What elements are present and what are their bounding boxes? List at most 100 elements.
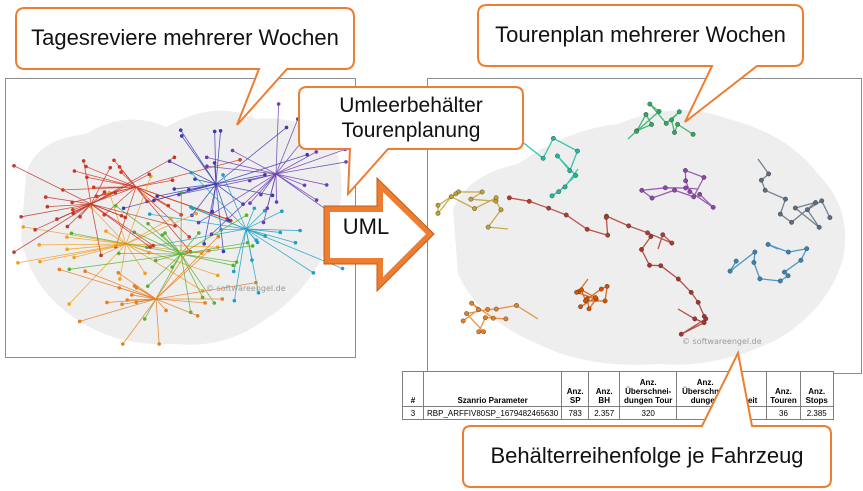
route-line (275, 149, 346, 175)
route-line (39, 243, 127, 263)
container-stop (827, 215, 833, 220)
container-stop (751, 260, 757, 265)
stop-point (146, 221, 150, 226)
stop-point (276, 102, 281, 106)
route-line (245, 228, 253, 261)
route-line (125, 213, 197, 245)
stop-point (221, 249, 226, 254)
stop-point (19, 215, 23, 219)
container-stop (639, 247, 644, 252)
table-header-row: # Szanrio Parameter Anz. SP Anz. BH Anz.… (402, 371, 834, 407)
stop-point (293, 240, 298, 245)
stop-point (256, 290, 261, 295)
route-line (144, 253, 182, 320)
container-stop (676, 109, 682, 115)
route-line (190, 206, 247, 230)
stop-point (215, 273, 220, 278)
container-stop (472, 206, 477, 212)
container-stop (493, 195, 499, 201)
stop-point (245, 240, 250, 245)
route-line (155, 282, 257, 300)
route-line (47, 203, 92, 208)
stop-point (113, 190, 118, 195)
stop-point (119, 170, 123, 174)
route-line (123, 183, 217, 209)
stop-point (125, 298, 129, 302)
stop-point (340, 266, 345, 271)
route-line (135, 179, 173, 188)
route-line (115, 205, 182, 255)
stop-point (244, 213, 249, 218)
container-stop (648, 234, 654, 239)
route-line (155, 298, 198, 317)
stop-point (185, 250, 189, 254)
stop-point (83, 269, 87, 273)
stop-point (108, 165, 113, 170)
route-line (275, 151, 317, 175)
container-stop (762, 187, 768, 193)
stop-point (248, 201, 252, 205)
route-line (122, 298, 157, 345)
container-stop (683, 168, 688, 173)
stop-point (179, 134, 184, 138)
route-line (66, 236, 127, 245)
route-line (215, 183, 229, 221)
route-line (69, 253, 182, 270)
route-line (221, 228, 247, 231)
stop-point (102, 190, 107, 194)
container-stop (643, 112, 649, 117)
container-stop (546, 205, 552, 211)
stop-point (16, 260, 20, 265)
route-line (245, 228, 257, 241)
stop-point (38, 259, 42, 264)
container-stop (604, 283, 610, 289)
route-line (90, 206, 127, 245)
route-line (90, 203, 126, 218)
stop-point (65, 235, 69, 239)
left-watermark: © softwareengel.de (206, 284, 286, 293)
route-line (232, 150, 277, 175)
stop-point (252, 206, 257, 211)
container-stop (647, 262, 652, 268)
stop-point (151, 243, 155, 248)
stop-point (215, 245, 220, 249)
route-line (245, 208, 255, 230)
route-line (260, 173, 277, 195)
route-line (174, 183, 217, 190)
container-stop (819, 198, 825, 204)
route-line (119, 243, 127, 280)
container-stop (785, 249, 791, 255)
route-line (108, 192, 127, 245)
stop-point (163, 231, 167, 235)
stop-point (120, 302, 124, 307)
stop-point (280, 209, 284, 214)
stop-point (65, 247, 69, 252)
stop-point (230, 148, 235, 153)
stop-point (262, 208, 267, 213)
container-stop (658, 263, 664, 269)
route-line (135, 159, 241, 188)
container-stop (485, 307, 491, 312)
container-stop (695, 299, 701, 305)
container-stop (691, 194, 697, 200)
container-stop (697, 191, 703, 197)
route-line (161, 234, 182, 255)
container-stop (639, 187, 645, 193)
stop-point (155, 194, 160, 199)
container-stop (448, 194, 454, 200)
route-line (90, 203, 151, 248)
route-line (135, 186, 182, 216)
stop-point (270, 193, 275, 198)
stop-point (263, 173, 267, 177)
stop-point (197, 231, 201, 235)
route-line (67, 243, 127, 250)
container-stop (649, 122, 654, 127)
route-line (215, 127, 287, 185)
container-stop (777, 211, 783, 217)
scenario-parameter-table: # Szanrio Parameter Anz. SP Anz. BH Anz.… (402, 371, 834, 420)
stop-point (45, 204, 50, 209)
container-stop (476, 306, 481, 312)
stop-point (247, 178, 252, 183)
route-line (13, 203, 92, 253)
stop-point (305, 152, 309, 157)
